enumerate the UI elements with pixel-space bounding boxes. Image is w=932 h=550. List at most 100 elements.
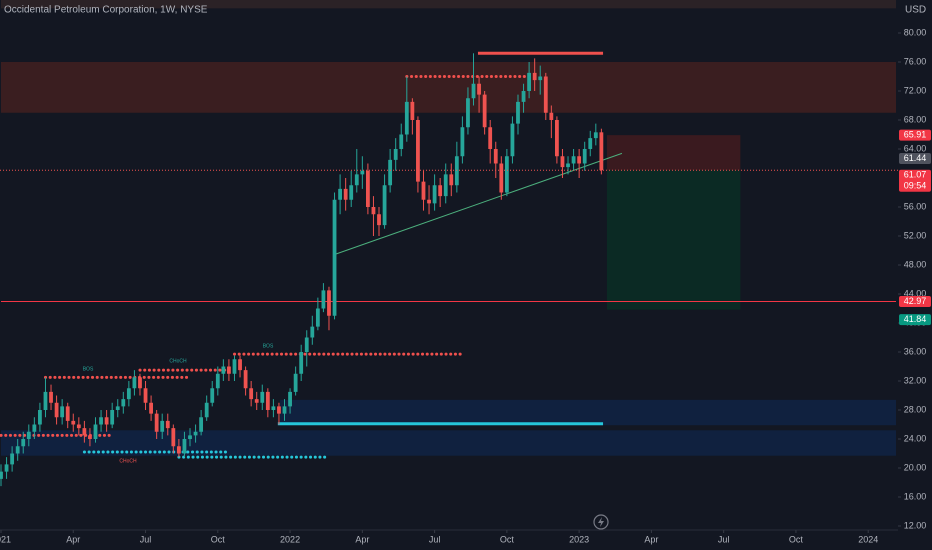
x-tick-label: 2021 xyxy=(0,534,11,544)
candle-body xyxy=(49,391,53,403)
candle-body xyxy=(26,431,31,440)
candle-body xyxy=(477,83,481,95)
candle-body xyxy=(421,181,426,200)
structure-label: CHoCH xyxy=(169,358,187,364)
candle-body xyxy=(388,159,393,186)
candle-body xyxy=(126,388,131,400)
candle-body xyxy=(304,337,309,353)
candle-body xyxy=(427,199,431,204)
price-badge-label: 61.44 xyxy=(904,153,927,163)
zone xyxy=(280,399,896,426)
zone xyxy=(1,61,896,113)
candle-body xyxy=(299,352,304,374)
candle-body xyxy=(260,391,265,403)
candle-body xyxy=(132,377,137,389)
structure-label: BOS xyxy=(83,366,94,372)
candle-body xyxy=(82,428,87,436)
candle-body xyxy=(60,406,65,418)
candle-body xyxy=(410,101,415,120)
chart-title: Occidental Petroleum Corporation, 1W, NY… xyxy=(4,5,208,16)
candle-body xyxy=(588,138,593,149)
candle-body xyxy=(310,326,315,338)
x-tick-label: Jul xyxy=(140,534,152,544)
candle-body xyxy=(0,471,3,479)
candle-body xyxy=(432,185,437,204)
candle-body xyxy=(510,123,515,157)
x-tick-label: 2024 xyxy=(858,534,878,544)
candle-body xyxy=(377,214,381,226)
candle-body xyxy=(293,373,298,392)
candle-body xyxy=(249,388,254,400)
candle-body xyxy=(454,156,459,186)
candle-body xyxy=(315,308,320,327)
candle-body xyxy=(599,132,604,171)
candle-body xyxy=(354,174,359,186)
candle-body xyxy=(493,148,498,164)
price-badge xyxy=(899,129,931,141)
plot-area: BOS CHoCH BOS CHoCH xyxy=(0,0,898,487)
candle-body xyxy=(254,399,259,403)
events-icon-bolt xyxy=(598,517,604,527)
x-tick-label: Oct xyxy=(500,534,515,544)
candle-body xyxy=(504,156,509,193)
candle-body xyxy=(15,446,20,454)
y-tick-label: 24.00 xyxy=(904,433,927,443)
price-badge xyxy=(899,153,931,165)
candle-body xyxy=(516,101,520,124)
candle-body xyxy=(99,417,103,425)
candle-body xyxy=(10,453,15,465)
candle-body xyxy=(32,424,37,432)
candle-body xyxy=(338,188,342,200)
candle-body xyxy=(521,90,526,102)
candle-body xyxy=(382,185,387,226)
candle-body xyxy=(104,417,109,425)
candle-body xyxy=(566,163,570,168)
y-tick-label: 44.00 xyxy=(904,288,927,298)
candle-body xyxy=(76,424,81,429)
candle-body xyxy=(443,174,448,197)
candle-body xyxy=(188,435,192,440)
candle-body xyxy=(71,420,76,425)
candle-body xyxy=(221,366,226,374)
stop-zone xyxy=(606,135,741,171)
candle-body xyxy=(110,410,115,425)
y-tick-label: 28.00 xyxy=(904,404,927,414)
candle-body xyxy=(393,148,398,160)
structure-label: BOS xyxy=(263,343,274,349)
x-tick-label: 2022 xyxy=(280,534,300,544)
price-badge-label: 65.91 xyxy=(904,130,927,140)
candle-body xyxy=(593,132,598,139)
candle-body xyxy=(232,359,237,374)
candle-body xyxy=(327,290,331,316)
candle-body xyxy=(243,370,248,389)
candle-body xyxy=(21,439,26,447)
events-icon[interactable] xyxy=(593,514,609,530)
x-tick-label: Apr xyxy=(66,534,80,544)
x-tick-label: Oct xyxy=(211,534,226,544)
y-tick-label: 20.00 xyxy=(904,462,927,472)
candle-body xyxy=(555,119,559,157)
trendline xyxy=(335,152,623,255)
candle-body xyxy=(460,127,465,157)
candle-body xyxy=(215,373,220,389)
candle-body xyxy=(38,410,42,425)
zone xyxy=(1,0,896,9)
candle-body xyxy=(532,72,537,81)
y-tick-label: 52.00 xyxy=(904,230,927,240)
price-badge-label: 42.97 xyxy=(904,296,927,306)
candle-body xyxy=(210,388,215,403)
candle-body xyxy=(54,402,59,418)
candle-body xyxy=(543,76,548,113)
candle-body xyxy=(482,94,487,128)
x-tick-label: Oct xyxy=(789,534,804,544)
candle-body xyxy=(371,206,376,215)
candle-body xyxy=(499,163,504,193)
y-tick-label: 32.00 xyxy=(904,375,927,385)
x-tick-label: Apr xyxy=(355,534,369,544)
x-tick-label: Apr xyxy=(644,534,658,544)
candle-body xyxy=(227,366,231,374)
candle-body xyxy=(271,406,276,411)
candle-body xyxy=(171,428,176,447)
x-tick-label: Jul xyxy=(429,534,441,544)
